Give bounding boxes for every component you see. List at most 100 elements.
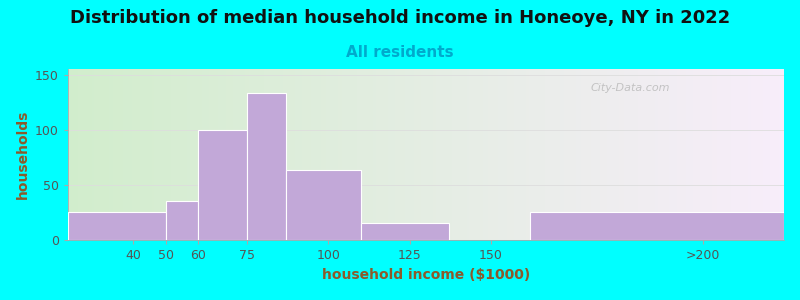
Bar (519, 69, 522, 240)
Bar (530, 212, 784, 240)
Bar (126, 69, 128, 240)
Bar (541, 69, 543, 240)
Bar (510, 69, 512, 240)
Bar (142, 69, 144, 240)
Bar (714, 69, 717, 240)
Bar (674, 69, 677, 240)
Bar (777, 69, 779, 240)
Bar (233, 69, 235, 240)
Bar (703, 69, 706, 240)
Bar (512, 69, 514, 240)
Bar (655, 69, 658, 240)
Bar (464, 69, 466, 240)
Bar (505, 69, 507, 240)
Bar (529, 69, 531, 240)
Bar (359, 69, 362, 240)
Bar (99, 69, 102, 240)
Bar (400, 69, 402, 240)
Bar (753, 69, 755, 240)
Bar (330, 69, 333, 240)
Bar (442, 69, 445, 240)
Bar (500, 69, 502, 240)
Bar (247, 69, 250, 240)
Bar (410, 69, 412, 240)
Bar (294, 69, 297, 240)
Bar (717, 69, 719, 240)
Bar (254, 69, 257, 240)
Bar (218, 69, 221, 240)
Bar (426, 69, 428, 240)
Bar (102, 69, 104, 240)
Bar (266, 69, 269, 240)
Bar (679, 69, 682, 240)
Bar (569, 69, 571, 240)
Bar (706, 69, 708, 240)
Bar (782, 69, 784, 240)
Bar (736, 69, 738, 240)
Bar (724, 69, 726, 240)
Bar (672, 69, 674, 240)
Bar (371, 69, 374, 240)
Bar (772, 69, 774, 240)
Bar (447, 69, 450, 240)
Bar (433, 69, 435, 240)
Bar (68, 69, 70, 240)
Bar (133, 69, 135, 240)
Bar (340, 69, 342, 240)
Bar (97, 69, 99, 240)
Bar (321, 69, 323, 240)
Bar (85, 69, 87, 240)
Bar (743, 69, 746, 240)
Bar (146, 69, 149, 240)
Bar (106, 69, 109, 240)
Bar (94, 69, 97, 240)
Bar (555, 69, 558, 240)
Bar (682, 69, 684, 240)
Bar (605, 69, 607, 240)
Bar (567, 69, 569, 240)
Bar (762, 69, 765, 240)
Bar (560, 69, 562, 240)
Bar (598, 69, 600, 240)
Bar (550, 69, 553, 240)
Bar (684, 69, 686, 240)
Bar (689, 69, 691, 240)
Bar (412, 69, 414, 240)
Bar (650, 69, 653, 240)
Bar (104, 69, 106, 240)
Bar (774, 69, 777, 240)
Bar (710, 69, 712, 240)
Bar (629, 69, 631, 240)
Bar (734, 69, 736, 240)
Bar (430, 69, 433, 240)
Bar (369, 69, 371, 240)
Bar (78, 69, 80, 240)
Bar (128, 69, 130, 240)
Bar (658, 69, 660, 240)
Bar (278, 69, 281, 240)
Bar (498, 69, 500, 240)
Bar (118, 69, 121, 240)
Bar (269, 69, 271, 240)
Bar (536, 69, 538, 240)
Bar (462, 69, 464, 240)
Bar (185, 69, 187, 240)
Bar (665, 69, 667, 240)
Bar (622, 69, 624, 240)
Bar (111, 69, 114, 240)
Bar (259, 69, 262, 240)
Bar (488, 69, 490, 240)
Bar (166, 201, 198, 240)
Bar (662, 69, 665, 240)
Bar (476, 69, 478, 240)
Bar (80, 69, 82, 240)
Bar (686, 69, 689, 240)
Bar (204, 69, 206, 240)
Bar (507, 69, 510, 240)
Bar (595, 69, 598, 240)
Bar (345, 69, 347, 240)
Bar (667, 69, 670, 240)
Bar (209, 69, 211, 240)
Bar (558, 69, 560, 240)
Bar (522, 69, 524, 240)
